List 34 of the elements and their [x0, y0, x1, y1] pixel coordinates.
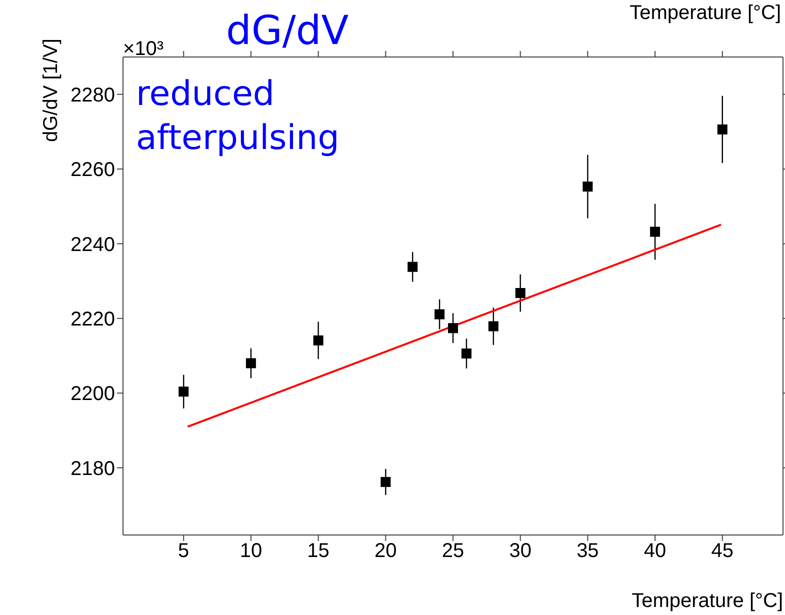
point [717, 124, 728, 134]
y-axis-title: dG/dV [1/V] [40, 38, 62, 142]
y-tick-label: 2220 [70, 308, 115, 331]
annotation: reduced afterpulsing [136, 73, 340, 160]
point [434, 309, 445, 320]
y-tick-label: 2180 [70, 458, 115, 480]
x-tick-label: 15 [307, 540, 330, 562]
point [582, 182, 593, 192]
point [380, 476, 391, 487]
chart-title: dG/dV [226, 8, 349, 54]
text: Temperature [°C] [630, 2, 781, 25]
x-tick-label: 45 [711, 540, 734, 562]
y-tick-label: 2240 [70, 234, 115, 256]
x-tick-label: 20 [374, 540, 397, 562]
x-tick-label: 40 [644, 540, 666, 562]
y-tick-label: 2280 [70, 84, 115, 106]
y-tick-label: 2260 [70, 159, 115, 182]
y-tick-label: 2200 [70, 383, 115, 406]
point [246, 358, 256, 368]
x-tick-label: 30 [509, 540, 532, 562]
point [448, 323, 458, 334]
point [408, 262, 418, 272]
point [178, 386, 189, 397]
x-axis-title: Temperature [°C] [632, 590, 783, 612]
x-tick-label: 35 [576, 540, 599, 562]
point [488, 321, 498, 332]
annotation: ×10³ [123, 38, 164, 61]
point [515, 288, 526, 298]
point [313, 335, 324, 346]
x-tick-label: 25 [442, 540, 464, 562]
x-tick-label: 10 [240, 540, 262, 562]
x-tick-label: 5 [178, 540, 190, 562]
point [461, 348, 472, 359]
point [650, 226, 660, 237]
